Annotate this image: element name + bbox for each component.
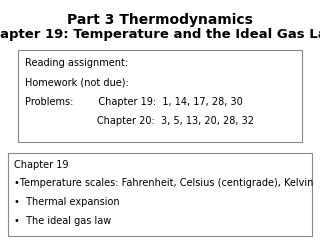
Text: Homework (not due):: Homework (not due): — [25, 78, 129, 88]
Text: •  The ideal gas law: • The ideal gas law — [14, 216, 111, 226]
Text: Problems:        Chapter 19:  1, 14, 17, 28, 30: Problems: Chapter 19: 1, 14, 17, 28, 30 — [25, 97, 243, 107]
Text: Chapter 19: Temperature and the Ideal Gas Law: Chapter 19: Temperature and the Ideal Ga… — [0, 28, 320, 41]
Text: Chapter 20:  3, 5, 13, 20, 28, 32: Chapter 20: 3, 5, 13, 20, 28, 32 — [25, 116, 254, 126]
Text: Part 3 Thermodynamics: Part 3 Thermodynamics — [67, 13, 253, 27]
Text: Reading assignment:: Reading assignment: — [25, 58, 128, 68]
Text: Chapter 19: Chapter 19 — [14, 160, 68, 170]
Bar — [8, 153, 312, 236]
Text: •  Thermal expansion: • Thermal expansion — [14, 197, 120, 207]
Bar — [18, 50, 302, 142]
Text: •Temperature scales: Fahrenheit, Celsius (centigrade), Kelvin: •Temperature scales: Fahrenheit, Celsius… — [14, 179, 313, 188]
